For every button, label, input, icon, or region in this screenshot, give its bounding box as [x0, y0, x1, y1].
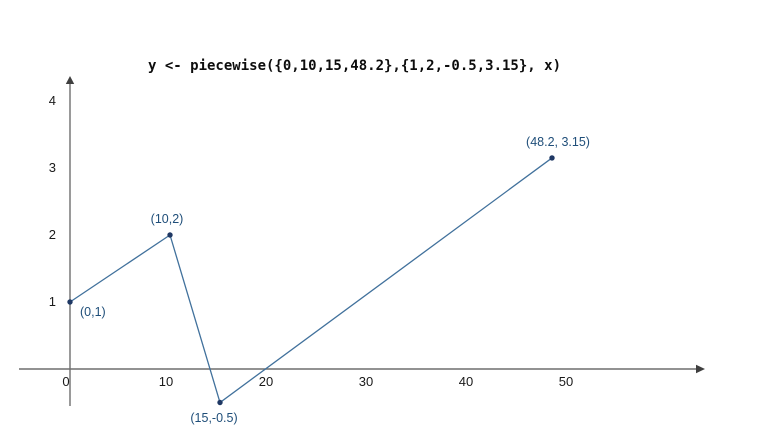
curve-line	[69, 157, 553, 404]
x-tick-label: 40	[458, 374, 474, 389]
point-label: (0,1)	[80, 305, 106, 319]
y-tick-label: 2	[48, 227, 56, 242]
y-tick-label: 1	[48, 294, 56, 309]
x-tick-label: 50	[558, 374, 574, 389]
x-tick-label: 30	[358, 374, 374, 389]
data-point	[67, 299, 73, 305]
data-point	[217, 399, 223, 406]
x-tick-label: 10	[158, 374, 174, 389]
plot-title: y <- piecewise({0,10,15,48.2},{1,2,-0.5,…	[148, 58, 562, 74]
data-point	[549, 155, 555, 161]
data-points	[67, 155, 555, 406]
point-label: (15,-0.5)	[190, 410, 238, 425]
y-tick-label: 4	[48, 93, 56, 108]
data-point	[167, 232, 173, 238]
point-label: (10,2)	[150, 212, 184, 226]
x-tick-label: 0	[62, 374, 70, 389]
point-label: (48.2, 3.15)	[526, 134, 590, 149]
x-tick-label: 20	[258, 374, 274, 389]
y-axis-arrow-icon	[65, 76, 75, 84]
y-tick-label: 3	[48, 160, 56, 175]
x-axis-arrow-icon	[696, 364, 705, 374]
